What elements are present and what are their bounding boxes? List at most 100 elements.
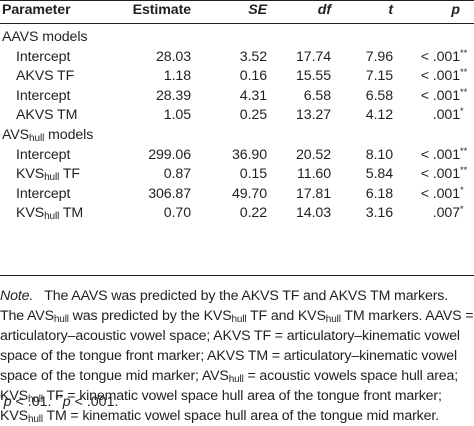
label-subscript: hull [44,211,60,223]
label-main: AKVS TM [16,107,78,124]
parameter-label: Intercept [16,184,70,204]
cell-t: 6.58 [365,87,393,104]
significance-footnote: *p < .01. **p < .001. [0,392,118,412]
p-value: < .001 [420,185,460,202]
parameter-label: Intercept [16,47,70,67]
cell-se: 0.25 [239,107,267,124]
footnote-star: * [0,393,4,404]
cell-p: .007* [432,204,464,222]
header-se: SE [248,2,267,18]
cell-df: 20.52 [295,146,331,163]
cell-estimate: 0.70 [163,205,191,222]
cell-t: 5.84 [365,166,393,183]
cell-df: 6.58 [303,87,331,104]
parameter-label: KVShull TM [16,203,83,223]
footnote-p: p [3,394,12,410]
cell-p: .001* [432,106,464,124]
cell-t: 4.12 [365,107,393,124]
footnote-text: < .01. [11,394,56,410]
label-rest: models [44,127,94,143]
cell-se: 0.22 [239,205,267,222]
cell-df: 11.60 [297,166,331,183]
note-text: The AAVS was predicted by the AKVS TF an… [0,288,452,324]
group-label: AAVS models [2,27,87,47]
label-main: Intercept [16,185,71,202]
note-subscript: hull [27,394,43,405]
note-subscript: hull [231,314,247,325]
p-value: .001 [432,107,460,124]
cell-p: < .001** [420,145,468,163]
p-value: .007 [432,205,460,222]
cell-estimate: 0.87 [163,166,191,183]
label-subscript: hull [29,133,45,144]
footnote-text: < .001. [70,394,119,410]
note-subscript: hull [325,314,341,325]
label-main: Intercept [16,87,71,104]
label-rest: TM [59,205,84,222]
cell-se: 36.90 [231,146,267,163]
note-text: TF and KVS [246,308,326,324]
header-df: df [317,2,331,18]
p-value: < .001 [420,166,460,183]
label-main: KVS [16,166,45,183]
label-main: AKVS TF [16,68,75,85]
label-subscript: hull [44,172,60,184]
bottom-rule [0,275,474,276]
cell-estimate: 28.39 [155,87,191,104]
cell-df: 17.74 [295,48,331,65]
cell-estimate: 1.05 [163,107,191,124]
cell-df: 14.03 [295,205,331,222]
cell-se: 0.16 [239,68,267,85]
group-label: AVShull models [2,125,93,145]
cell-p: < .001** [420,67,468,85]
cell-p: < .001** [420,47,468,65]
p-value: < .001 [420,68,460,85]
footnote-star: ** [55,393,63,404]
header-estimate: Estimate [132,2,191,18]
label-main: AVS [2,127,30,143]
note-text: was predicted by the KVS [68,308,232,324]
cell-t: 6.18 [365,185,393,202]
header-t: t [388,2,393,18]
cell-estimate: 299.06 [148,146,191,163]
label-rest: TF [59,166,80,183]
cell-estimate: 28.03 [155,48,191,65]
table-note: Note. The AAVS was predicted by the AKVS… [0,286,474,426]
cell-t: 8.10 [365,146,393,163]
parameter-label: AKVS TF [16,66,74,86]
label-main: Intercept [16,48,71,65]
footnote-p: p [62,394,71,410]
header-p: p [451,2,460,18]
cell-t: 7.96 [365,48,393,65]
p-value: < .001 [420,48,460,65]
header-parameter: Parameter [2,2,71,18]
parameter-label: KVShull TF [16,164,80,184]
parameter-label: Intercept [16,86,70,106]
note-label: Note. [0,288,34,304]
p-value: < .001 [420,87,460,104]
cell-t: 3.16 [365,205,393,222]
cell-df: 17.81 [295,185,331,202]
parameter-label: AKVS TM [16,105,77,125]
cell-df: 15.55 [295,68,331,85]
cell-t: 7.15 [365,68,393,85]
label-main: KVS [16,205,45,222]
cell-p: < .001** [420,165,468,183]
p-value: < .001 [420,146,460,163]
cell-estimate: 306.87 [148,185,191,202]
header-rule [0,23,474,24]
note-text: TM markers. AAVS = articulatory–acoustic… [0,308,474,384]
cell-df: 13.27 [295,107,331,124]
parameter-label: Intercept [16,145,70,165]
note-text: = acoustic vowels space hull area; KVS [0,368,459,404]
cell-p: < .001** [420,86,468,104]
label-main: Intercept [16,146,71,163]
cell-se: 49.70 [231,185,267,202]
cell-se: 4.31 [239,87,267,104]
cell-se: 0.15 [239,166,267,183]
note-subscript: hull [53,314,69,325]
cell-se: 3.52 [239,48,267,65]
cell-p: < .001* [420,184,464,202]
label-main: AAVS models [2,29,88,45]
